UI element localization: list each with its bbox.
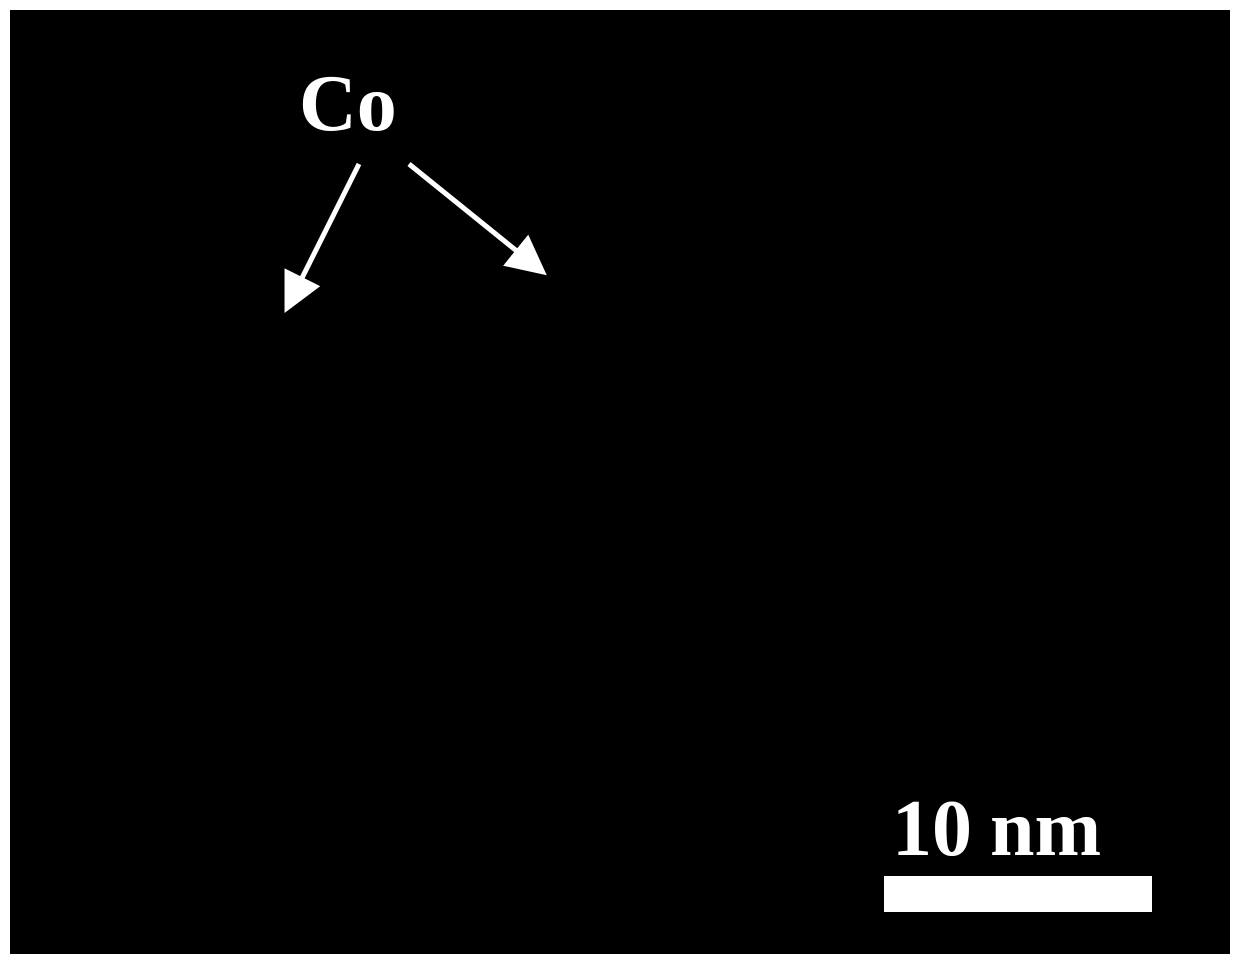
scale-bar (884, 876, 1152, 912)
scale-bar-label: 10 nm (892, 789, 1101, 869)
scale-value: 10 nm (892, 785, 1101, 873)
arrow-1 (289, 164, 359, 304)
tem-micrograph-figure: Co 10 nm (10, 10, 1230, 954)
arrow-2 (409, 164, 539, 269)
